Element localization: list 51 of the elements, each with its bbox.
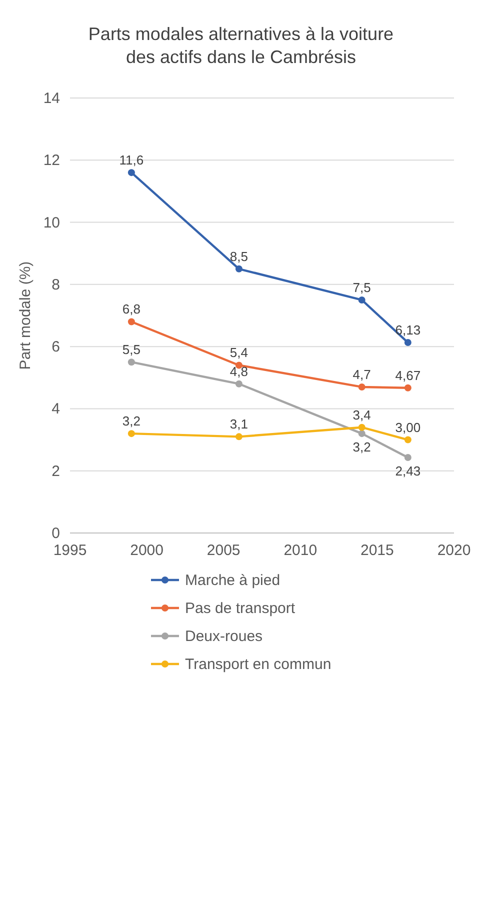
data-label: 6,13 [395,322,421,338]
x-tick-label: 2010 [284,542,318,559]
data-label: 4,67 [395,368,421,383]
point [358,424,366,431]
y-axis-title: Part modale (%) [17,261,34,370]
data-label: 3,1 [230,416,248,432]
y-tick-label: 8 [52,276,60,294]
y-tick-label: 0 [52,525,60,542]
data-label: 8,5 [230,248,248,264]
data-label: 7,5 [352,280,371,295]
data-label: 4,8 [230,364,248,379]
data-label: 5,4 [230,345,248,360]
point [404,436,412,444]
x-tick-label: 1995 [53,542,87,559]
data-label: 3,4 [352,407,371,422]
point [128,358,135,366]
legend-label: Deux-roues [185,628,263,645]
point [404,339,412,346]
data-label: 3,00 [395,420,421,435]
y-tick-label: 2 [52,462,60,480]
y-tick-label: 10 [43,214,60,232]
point [358,430,366,438]
y-tick-label: 4 [52,400,60,418]
point [128,169,135,176]
point [128,430,135,438]
chart-title: Parts modales alternatives à la voiture des actifs dans le Cambrésis [88,24,394,67]
data-label: 4,7 [352,366,371,382]
data-label: 2,43 [395,463,421,478]
x-tick-label: 2005 [206,542,240,559]
data-label: 5,5 [122,342,140,358]
y-tick-label: 12 [43,152,60,170]
x-tick-label: 2020 [437,542,471,559]
legend-label: Marche à pied [185,572,280,589]
point [404,384,412,392]
legend-label: Pas de transport [185,600,296,617]
x-tick-label: 2000 [130,542,164,559]
data-label: 3,2 [122,414,140,429]
point [404,454,412,461]
data-label: 6,8 [122,302,140,317]
data-label: 11,6 [119,152,144,168]
point [128,318,135,326]
point [358,383,366,390]
y-tick-label: 14 [43,90,60,107]
x-tick-label: 2015 [360,542,394,559]
point [235,265,242,272]
point [358,296,366,304]
y-tick-label: 6 [52,338,60,356]
point [235,380,242,388]
data-label: 3,2 [352,440,371,455]
legend-label: Transport en commun [185,656,332,673]
point [235,433,242,440]
